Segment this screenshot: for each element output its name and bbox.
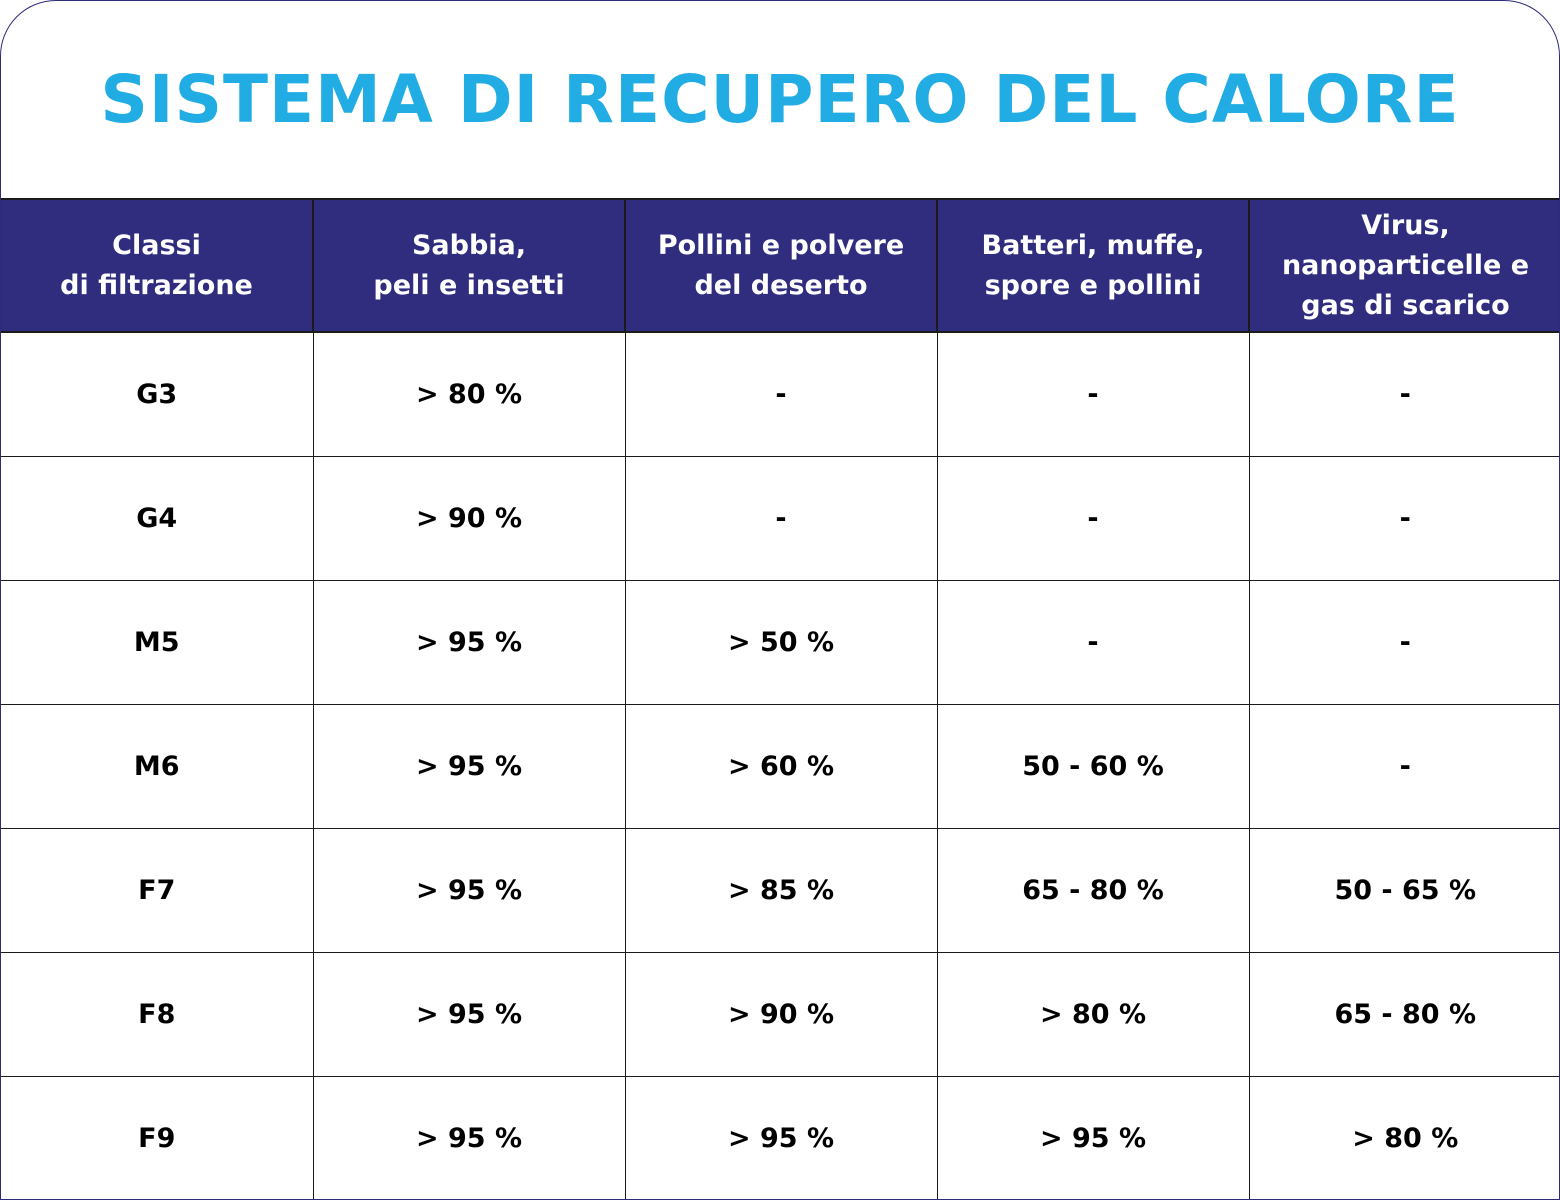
header-virus-nanoparticles-exhaust: Virus, nanoparticelle e gas di scarico — [1248, 198, 1559, 333]
header-sand-hair-insects: Sabbia, peli e insetti — [312, 198, 626, 333]
cell-value: - — [936, 579, 1250, 705]
cell-filter-class: M6 — [1, 703, 314, 829]
cell-value: 65 - 80 % — [936, 827, 1250, 953]
cell-value: > 80 % — [1248, 1075, 1559, 1199]
table-row: F8 > 95 % > 90 % > 80 % 65 - 80 % — [1, 951, 1559, 1077]
cell-filter-class: M5 — [1, 579, 314, 705]
table-row: M5 > 95 % > 50 % - - — [1, 579, 1559, 705]
cell-value: 65 - 80 % — [1248, 951, 1559, 1077]
cell-value: > 80 % — [312, 331, 626, 457]
cell-value: - — [936, 455, 1250, 581]
cell-filter-class: F7 — [1, 827, 314, 953]
cell-value: - — [1248, 703, 1559, 829]
cell-filter-class: F9 — [1, 1075, 314, 1199]
table-row: G3 > 80 % - - - — [1, 331, 1559, 457]
table-row: M6 > 95 % > 60 % 50 - 60 % - — [1, 703, 1559, 829]
cell-value: > 85 % — [624, 827, 938, 953]
cell-value: > 95 % — [312, 1075, 626, 1199]
cell-value: > 90 % — [624, 951, 938, 1077]
cell-value: > 95 % — [312, 951, 626, 1077]
cell-filter-class: G3 — [1, 331, 314, 457]
cell-value: > 80 % — [936, 951, 1250, 1077]
filtration-table: Classi di filtrazione Sabbia, peli e ins… — [1, 198, 1559, 1199]
cell-value: > 95 % — [936, 1075, 1250, 1199]
cell-value: > 50 % — [624, 579, 938, 705]
cell-value: - — [1248, 579, 1559, 705]
cell-value: > 95 % — [312, 827, 626, 953]
header-filtration-class: Classi di filtrazione — [1, 198, 314, 333]
cell-value: > 90 % — [312, 455, 626, 581]
cell-value: > 60 % — [624, 703, 938, 829]
table-header-row: Classi di filtrazione Sabbia, peli e ins… — [1, 198, 1559, 333]
header-pollen-desert-dust: Pollini e polvere del deserto — [624, 198, 938, 333]
cell-value: - — [936, 331, 1250, 457]
table-row: F7 > 95 % > 85 % 65 - 80 % 50 - 65 % — [1, 827, 1559, 953]
cell-value: - — [624, 455, 938, 581]
cell-value: > 95 % — [312, 703, 626, 829]
table-row: G4 > 90 % - - - — [1, 455, 1559, 581]
page-title: SISTEMA DI RECUPERO DEL CALORE — [100, 61, 1460, 138]
cell-value: - — [1248, 455, 1559, 581]
cell-value: > 95 % — [312, 579, 626, 705]
cell-value: - — [1248, 331, 1559, 457]
cell-filter-class: G4 — [1, 455, 314, 581]
cell-value: > 95 % — [624, 1075, 938, 1199]
cell-value: 50 - 60 % — [936, 703, 1250, 829]
table-row: F9 > 95 % > 95 % > 95 % > 80 % — [1, 1075, 1559, 1199]
header-bacteria-mold-spores: Batteri, muffe, spore e pollini — [936, 198, 1250, 333]
cell-value: - — [624, 331, 938, 457]
cell-filter-class: F8 — [1, 951, 314, 1077]
cell-value: 50 - 65 % — [1248, 827, 1559, 953]
